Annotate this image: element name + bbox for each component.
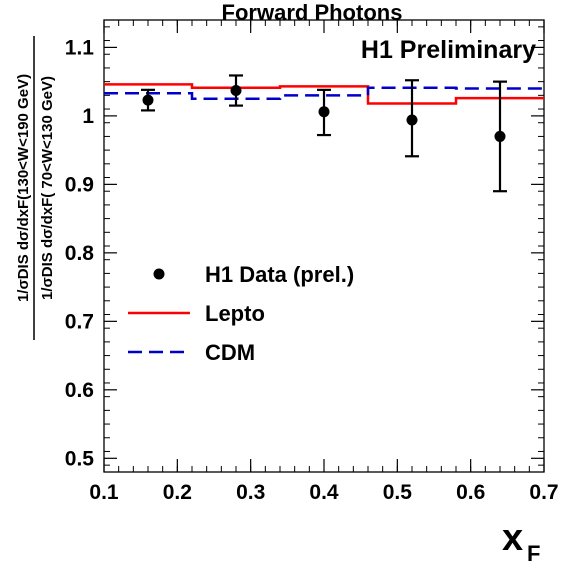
axis-tick-labels: 0.1 0.2 0.3 0.4 0.5 0.6 0.7 0.5 0.6 0.7 0.8 0.9 1 1.1	[65, 36, 559, 504]
legend-marker-data	[153, 268, 165, 280]
legend: H1 Data (prel.) Lepto CDM	[128, 262, 354, 365]
x-tick-label: 0.6	[456, 481, 485, 504]
y-tick-label: 0.6	[65, 379, 94, 402]
y-axis-label: 1/σDIS dσ/dxF(130<W<190 GeV) 1/σDIS dσ/d…	[15, 36, 56, 340]
y-axis-label-numerator: 1/σDIS dσ/dxF(130<W<190 GeV)	[15, 74, 32, 302]
chart-title: Forward Photons	[222, 0, 403, 25]
y-tick-label: 1.1	[65, 36, 95, 59]
legend-label: H1 Data (prel.)	[205, 262, 354, 287]
data-point	[230, 85, 242, 97]
x-axis-label-subscript: F	[527, 541, 540, 566]
y-tick-label: 0.8	[65, 242, 95, 265]
x-axis-label: x F	[502, 517, 540, 566]
x-axis-label-main: x	[502, 517, 523, 559]
axis-ticks	[103, 20, 545, 472]
x-tick-label: 0.4	[309, 481, 339, 504]
legend-label: Lepto	[205, 301, 265, 326]
legend-label: CDM	[205, 340, 255, 365]
y-tick-label: 0.5	[65, 447, 95, 470]
series-line-cdm	[104, 86, 544, 101]
series-layer	[104, 74, 544, 193]
data-point	[142, 94, 154, 106]
x-tick-label: 0.1	[89, 481, 119, 504]
x-tick-label: 0.5	[383, 481, 413, 504]
data-point	[318, 106, 330, 118]
x-tick-label: 0.7	[529, 481, 558, 504]
h1-preliminary-annotation: H1 Preliminary	[361, 36, 536, 64]
x-tick-label: 0.3	[236, 481, 265, 504]
x-tick-label: 0.2	[163, 481, 192, 504]
series-line-lepto	[104, 83, 544, 105]
y-tick-label: 0.7	[65, 310, 94, 333]
y-axis-label-denominator: 1/σDIS dσ/dxF( 70<W<130 GeV)	[39, 76, 56, 300]
y-tick-label: 0.9	[65, 173, 94, 196]
data-point	[406, 114, 418, 126]
y-tick-label: 1	[82, 105, 94, 128]
data-point	[494, 130, 506, 142]
